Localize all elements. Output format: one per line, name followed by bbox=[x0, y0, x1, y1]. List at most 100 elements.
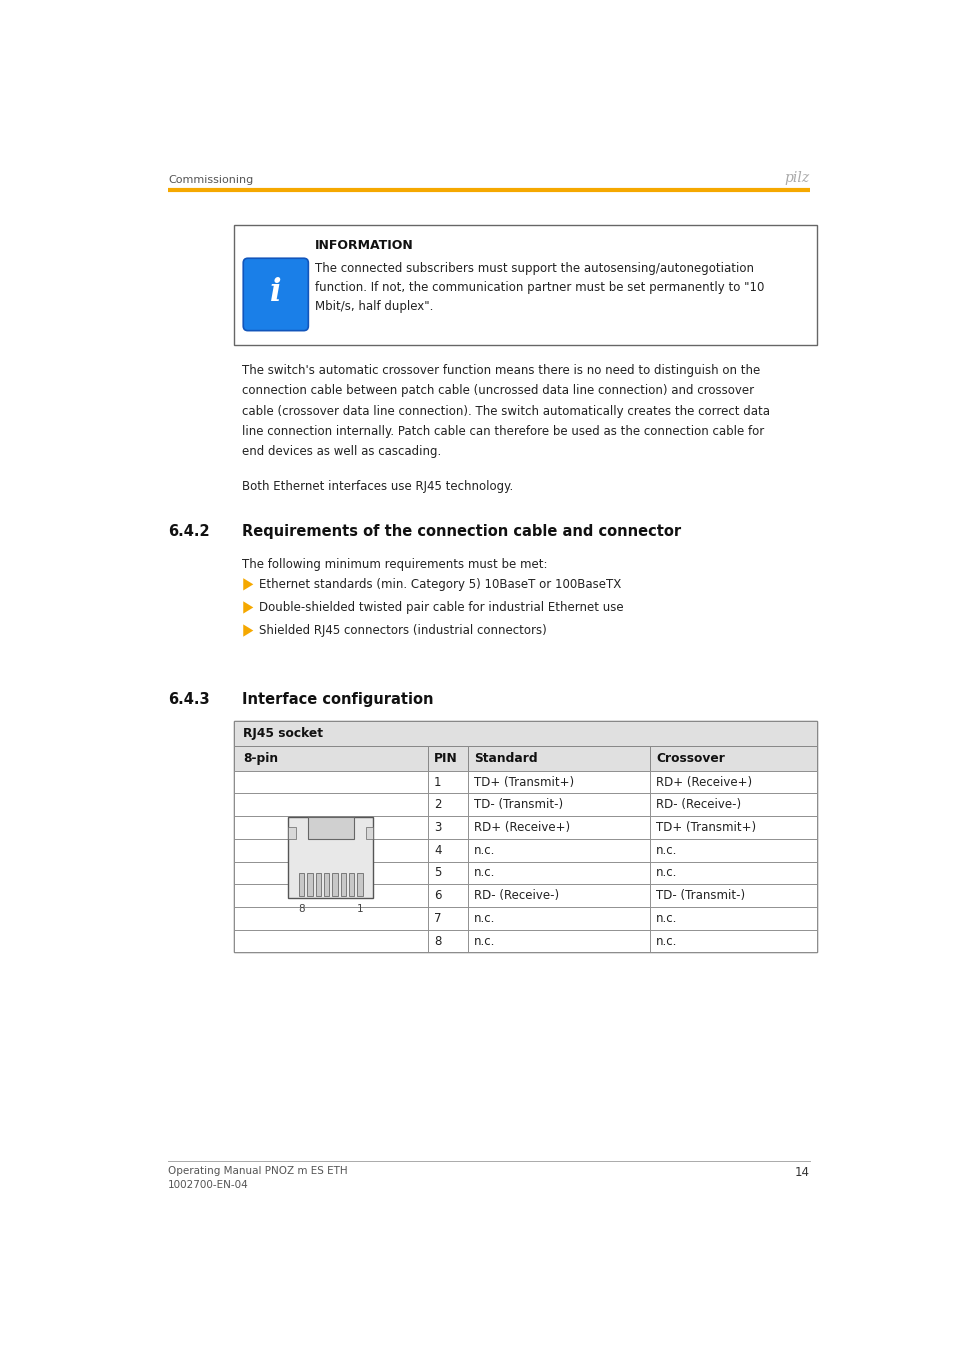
Bar bbox=[298, 872, 304, 896]
Bar bbox=[649, 907, 816, 930]
Text: n.c.: n.c. bbox=[474, 934, 495, 948]
Bar bbox=[233, 861, 427, 884]
Text: n.c.: n.c. bbox=[474, 844, 495, 857]
Bar bbox=[427, 884, 468, 907]
Bar bbox=[468, 838, 649, 861]
Text: TD- (Transmit-): TD- (Transmit-) bbox=[474, 798, 562, 811]
Text: RD- (Receive-): RD- (Receive-) bbox=[656, 798, 740, 811]
Text: The following minimum requirements must be met:: The following minimum requirements must … bbox=[241, 558, 547, 571]
Text: Crossover: Crossover bbox=[656, 752, 724, 765]
Bar bbox=[233, 721, 816, 952]
Bar bbox=[233, 907, 427, 930]
Text: 2: 2 bbox=[434, 798, 441, 811]
Text: Both Ethernet interfaces use RJ45 technology.: Both Ethernet interfaces use RJ45 techno… bbox=[241, 479, 513, 493]
Text: RD+ (Receive+): RD+ (Receive+) bbox=[474, 821, 570, 834]
Bar bbox=[468, 861, 649, 884]
Text: Double-shielded twisted pair cable for industrial Ethernet use: Double-shielded twisted pair cable for i… bbox=[258, 601, 622, 614]
Text: line connection internally. Patch cable can therefore be used as the connection : line connection internally. Patch cable … bbox=[241, 425, 763, 437]
Bar bbox=[427, 838, 468, 861]
Bar bbox=[649, 884, 816, 907]
Text: Shielded RJ45 connectors (industrial connectors): Shielded RJ45 connectors (industrial con… bbox=[258, 624, 546, 637]
Text: 5: 5 bbox=[434, 867, 441, 879]
Text: n.c.: n.c. bbox=[656, 911, 677, 925]
Bar bbox=[324, 872, 329, 896]
Bar bbox=[427, 930, 468, 952]
Bar bbox=[468, 771, 649, 794]
Bar bbox=[233, 838, 427, 861]
Text: Requirements of the connection cable and connector: Requirements of the connection cable and… bbox=[241, 524, 680, 539]
Text: function. If not, the communication partner must be set permanently to "10: function. If not, the communication part… bbox=[315, 281, 764, 294]
Text: RD+ (Receive+): RD+ (Receive+) bbox=[656, 775, 752, 788]
Bar bbox=[233, 721, 816, 747]
Text: 8-pin: 8-pin bbox=[243, 752, 278, 765]
Bar bbox=[468, 907, 649, 930]
Text: end devices as well as cascading.: end devices as well as cascading. bbox=[241, 446, 440, 459]
Text: n.c.: n.c. bbox=[656, 867, 677, 879]
Bar bbox=[307, 872, 313, 896]
Bar bbox=[340, 872, 346, 896]
Bar bbox=[468, 794, 649, 817]
FancyBboxPatch shape bbox=[243, 258, 308, 331]
Text: Interface configuration: Interface configuration bbox=[241, 693, 433, 707]
Bar bbox=[233, 817, 427, 838]
Text: i: i bbox=[270, 277, 281, 308]
Bar bbox=[468, 817, 649, 838]
Bar bbox=[233, 884, 427, 907]
Bar bbox=[649, 861, 816, 884]
Text: pilz: pilz bbox=[783, 171, 809, 185]
Text: RJ45 socket: RJ45 socket bbox=[243, 728, 323, 740]
Bar bbox=[288, 817, 373, 898]
Bar bbox=[233, 225, 816, 346]
Text: 6: 6 bbox=[434, 890, 441, 902]
Bar bbox=[233, 930, 427, 952]
Text: n.c.: n.c. bbox=[474, 911, 495, 925]
Bar bbox=[307, 817, 354, 838]
Bar bbox=[649, 771, 816, 794]
Text: 7: 7 bbox=[434, 911, 441, 925]
Bar bbox=[233, 747, 427, 771]
Text: n.c.: n.c. bbox=[474, 867, 495, 879]
Bar bbox=[365, 826, 373, 838]
Text: The switch's automatic crossover function means there is no need to distinguish : The switch's automatic crossover functio… bbox=[241, 363, 760, 377]
Bar bbox=[468, 747, 649, 771]
Text: 3: 3 bbox=[434, 821, 441, 834]
Polygon shape bbox=[243, 625, 253, 637]
Text: 8: 8 bbox=[434, 934, 441, 948]
Text: connection cable between patch cable (uncrossed data line connection) and crosso: connection cable between patch cable (un… bbox=[241, 385, 753, 397]
Text: INFORMATION: INFORMATION bbox=[315, 239, 414, 252]
Bar bbox=[233, 794, 427, 817]
Text: TD+ (Transmit+): TD+ (Transmit+) bbox=[474, 775, 574, 788]
Text: The connected subscribers must support the autosensing/autonegotiation: The connected subscribers must support t… bbox=[315, 262, 754, 275]
Text: 1: 1 bbox=[356, 904, 363, 914]
Bar bbox=[427, 907, 468, 930]
Bar bbox=[357, 872, 362, 896]
Text: Ethernet standards (min. Category 5) 10BaseT or 100BaseTX: Ethernet standards (min. Category 5) 10B… bbox=[258, 578, 620, 591]
Bar bbox=[468, 930, 649, 952]
Bar bbox=[427, 747, 468, 771]
Text: RD- (Receive-): RD- (Receive-) bbox=[474, 890, 558, 902]
Bar bbox=[649, 838, 816, 861]
Text: n.c.: n.c. bbox=[656, 934, 677, 948]
Text: Commissioning: Commissioning bbox=[168, 176, 253, 185]
Text: Mbit/s, half duplex".: Mbit/s, half duplex". bbox=[315, 300, 434, 313]
Polygon shape bbox=[243, 601, 253, 614]
Bar bbox=[427, 861, 468, 884]
Bar bbox=[288, 826, 295, 838]
Bar bbox=[332, 872, 337, 896]
Text: PIN: PIN bbox=[434, 752, 457, 765]
Bar bbox=[649, 747, 816, 771]
Bar bbox=[649, 930, 816, 952]
Text: 8: 8 bbox=[298, 904, 305, 914]
Bar bbox=[427, 771, 468, 794]
Bar bbox=[315, 872, 320, 896]
Text: TD- (Transmit-): TD- (Transmit-) bbox=[656, 890, 744, 902]
Bar bbox=[349, 872, 354, 896]
Bar bbox=[649, 817, 816, 838]
Bar bbox=[468, 884, 649, 907]
Text: 1: 1 bbox=[434, 775, 441, 788]
Text: 14: 14 bbox=[794, 1166, 809, 1179]
Bar bbox=[649, 794, 816, 817]
Text: TD+ (Transmit+): TD+ (Transmit+) bbox=[656, 821, 756, 834]
Bar bbox=[427, 817, 468, 838]
Text: Operating Manual PNOZ m ES ETH
1002700-EN-04: Operating Manual PNOZ m ES ETH 1002700-E… bbox=[168, 1166, 347, 1191]
